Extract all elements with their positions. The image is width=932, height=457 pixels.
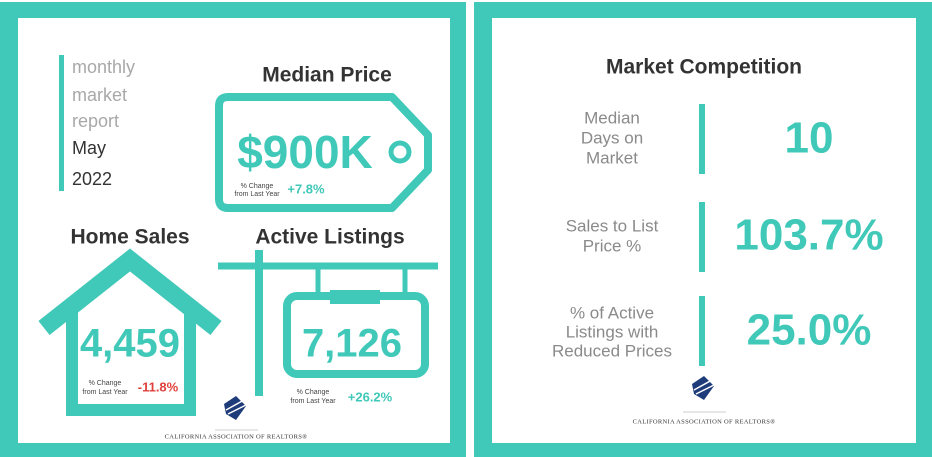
logo <box>224 396 247 420</box>
report-month: May <box>72 138 106 158</box>
change-label: from Last Year <box>234 191 280 198</box>
row-divider <box>699 202 705 272</box>
report-label: report <box>72 111 119 131</box>
footer: CALIFORNIA ASSOCIATION OF REALTORS® <box>633 418 776 425</box>
row-value: 25.0% <box>747 306 872 355</box>
active-listings-value: 7,126 <box>302 322 402 366</box>
sign-tab <box>330 290 380 304</box>
active-listings-change: +26.2% <box>348 389 393 404</box>
row-label: Listings with <box>566 322 659 341</box>
change-label: from Last Year <box>82 389 128 396</box>
row-label: % of Active <box>570 303 654 322</box>
row-divider <box>699 296 705 366</box>
report-label: monthly <box>72 57 135 77</box>
median-price-title: Median Price <box>262 64 392 87</box>
home-sales-title: Home Sales <box>70 226 189 249</box>
median-price-change: +7.8% <box>287 181 325 196</box>
report-label: market <box>72 85 127 105</box>
house-body <box>66 310 196 416</box>
row-label: Median <box>584 108 640 127</box>
row-value: 10 <box>785 114 834 163</box>
change-label: % Change <box>297 389 330 396</box>
logo <box>692 376 715 400</box>
house-roof <box>38 248 222 336</box>
change-label: % Change <box>89 380 122 387</box>
median-price-value: $900K <box>237 126 373 178</box>
change-label: % Change <box>241 183 274 190</box>
report-year: 2022 <box>72 169 112 189</box>
row-label: Price % <box>583 236 642 255</box>
price-tag <box>215 93 432 212</box>
row-label: Days on <box>581 128 643 147</box>
row-value: 103.7% <box>734 211 883 260</box>
home-sales-value: 4,459 <box>80 322 180 366</box>
accent-bar <box>59 55 64 191</box>
row-label: Sales to List <box>566 216 659 235</box>
row-label: Market <box>586 148 638 167</box>
row-label: Reduced Prices <box>552 341 672 360</box>
market-competition-title: Market Competition <box>606 56 802 79</box>
row-divider <box>699 104 705 174</box>
home-sales-change: -11.8% <box>138 379 179 394</box>
footer: CALIFORNIA ASSOCIATION OF REALTORS® <box>165 433 308 440</box>
tag-hole <box>388 140 412 164</box>
active-listings-title: Active Listings <box>255 226 404 249</box>
change-label: from Last Year <box>290 398 336 405</box>
